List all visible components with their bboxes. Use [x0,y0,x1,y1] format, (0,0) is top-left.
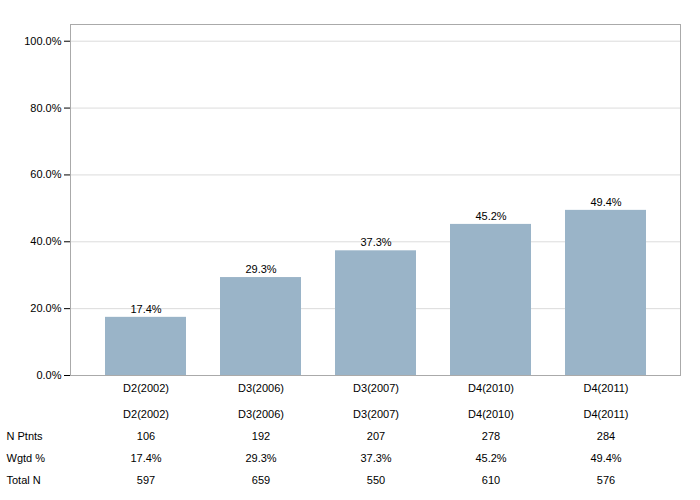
svg-text:D3(2006): D3(2006) [238,408,284,420]
svg-text:576: 576 [597,474,615,486]
svg-text:0.0%: 0.0% [36,369,61,381]
svg-text:597: 597 [137,474,155,486]
svg-text:N Ptnts: N Ptnts [7,430,44,442]
svg-text:659: 659 [252,474,270,486]
svg-text:Wgtd %: Wgtd % [7,452,46,464]
svg-text:D3(2006): D3(2006) [238,382,284,394]
svg-text:45.2%: 45.2% [475,210,506,222]
svg-text:45.2%: 45.2% [475,452,506,464]
svg-text:17.4%: 17.4% [130,303,161,315]
svg-text:60.0%: 60.0% [30,168,61,180]
svg-text:192: 192 [252,430,270,442]
svg-text:D2(2002): D2(2002) [123,408,169,420]
svg-text:100.0%: 100.0% [24,35,62,47]
svg-text:17.4%: 17.4% [130,452,161,464]
svg-text:29.3%: 29.3% [245,263,276,275]
svg-text:550: 550 [367,474,385,486]
svg-text:D4(2010): D4(2010) [468,382,514,394]
svg-text:D3(2007): D3(2007) [353,408,399,420]
svg-text:284: 284 [597,430,615,442]
svg-text:Total N: Total N [7,474,41,486]
svg-text:278: 278 [482,430,500,442]
svg-text:D2(2002): D2(2002) [123,382,169,394]
svg-text:49.4%: 49.4% [590,452,621,464]
svg-text:106: 106 [137,430,155,442]
svg-text:37.3%: 37.3% [360,452,391,464]
svg-text:40.0%: 40.0% [30,235,61,247]
svg-text:20.0%: 20.0% [30,302,61,314]
svg-text:80.0%: 80.0% [30,102,61,114]
svg-text:207: 207 [367,430,385,442]
svg-text:D4(2011): D4(2011) [583,382,628,394]
svg-text:49.4%: 49.4% [590,196,621,208]
svg-text:37.3%: 37.3% [360,236,391,248]
svg-text:D4(2010): D4(2010) [468,408,514,420]
svg-text:29.3%: 29.3% [245,452,276,464]
svg-text:D3(2007): D3(2007) [353,382,399,394]
svg-text:610: 610 [482,474,500,486]
svg-text:D4(2011): D4(2011) [583,408,628,420]
